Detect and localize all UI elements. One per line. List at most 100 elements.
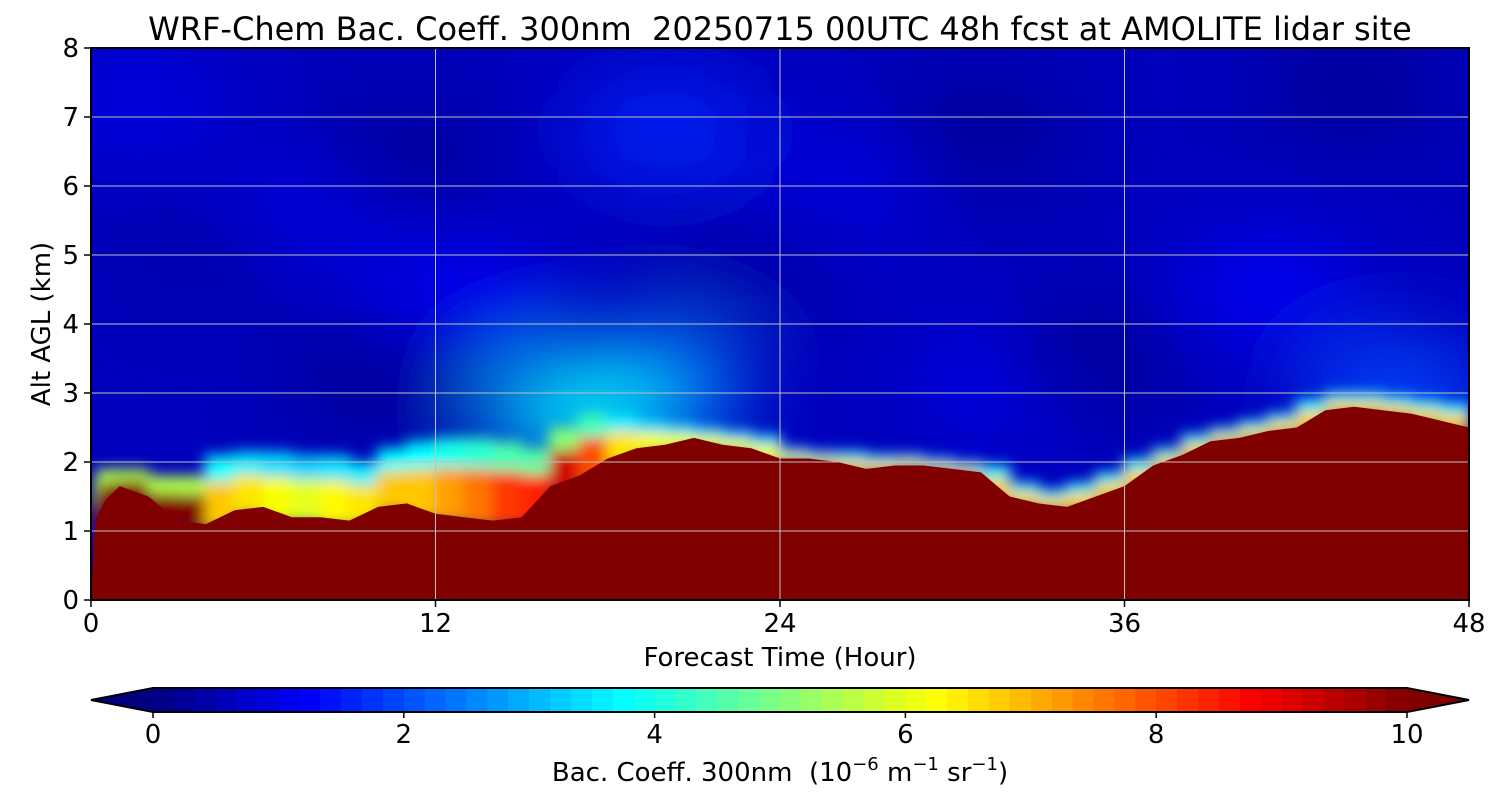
colorbar-segment-0 (153, 688, 175, 712)
colorbar-units-close: ) (998, 758, 1008, 788)
y-axis: 0 1 2 3 4 5 6 7 8 (62, 34, 91, 616)
aloft-blob-12 (1259, 48, 1450, 145)
colorbar-segment-50 (1198, 688, 1220, 712)
colorbar-segment-18 (529, 688, 551, 712)
colorbar-label: Bac. Coeff. 300nm (10−6 m−1 sr−1) (552, 754, 1008, 788)
colorbar-segment-39 (968, 688, 990, 712)
colorbar-segment-17 (508, 688, 530, 712)
plume-core-10 (290, 478, 322, 524)
y-tick-label-7: 7 (62, 103, 79, 133)
colorbar-extend-min (91, 688, 153, 712)
colorbar-segment-49 (1177, 688, 1199, 712)
x-tick-label-24: 24 (763, 609, 796, 639)
colorbar-segment-4 (236, 688, 259, 712)
y-tick-label-5: 5 (62, 241, 79, 271)
colorbar-segment-56 (1323, 688, 1345, 712)
plume-core-17 (491, 471, 523, 527)
colorbar-segment-6 (278, 688, 300, 712)
colorbar-tick-label-2: 2 (396, 720, 413, 750)
y-tick-label-2: 2 (62, 448, 79, 478)
colorbar-segment-46 (1114, 688, 1136, 712)
colorbar-tick-label-6: 6 (897, 720, 914, 750)
colorbar-segment-12 (403, 688, 426, 712)
x-axis-label: Forecast Time (Hour) (643, 643, 916, 673)
colorbar-segment-2 (194, 688, 217, 712)
colorbar-segment-27 (717, 688, 739, 712)
colorbar-segment-33 (842, 688, 865, 712)
colorbar-units-exp3: −1 (971, 754, 998, 775)
plume-core-1 (92, 504, 98, 544)
colorbar-units-m: m (879, 758, 913, 788)
colorbar-segment-35 (884, 688, 906, 712)
colorbar-segment-59 (1386, 688, 1408, 712)
aloft-blob-14 (1000, 303, 1191, 414)
colorbar-extend-max (1407, 688, 1469, 712)
colorbar-units-sr: sr (939, 758, 972, 788)
colorbar-segment-53 (1260, 688, 1283, 712)
colorbar-segment-47 (1135, 688, 1157, 712)
colorbar-tick-label-4: 4 (646, 720, 663, 750)
colorbar-segment-15 (466, 688, 488, 712)
colorbar: 0 2 4 6 8 10 (90, 687, 1470, 750)
colorbar-segment-44 (1072, 688, 1095, 712)
y-tick-label-1: 1 (62, 517, 79, 547)
colorbar-segment-58 (1365, 688, 1387, 712)
chart-title: WRF-Chem Bac. Coeff. 300nm 20250715 00UT… (148, 10, 1412, 48)
colorbar-segment-38 (947, 688, 969, 712)
y-tick-label-3: 3 (62, 379, 79, 409)
colorbar-segment-51 (1218, 688, 1241, 712)
plume-core-16 (463, 468, 494, 527)
colorbar-segment-19 (550, 688, 572, 712)
colorbar-tick-label-0: 0 (145, 720, 162, 750)
colorbar-tick-label-10: 10 (1390, 720, 1423, 750)
colorbar-segment-37 (926, 688, 948, 712)
colorbar-tick-label-8: 8 (1148, 720, 1165, 750)
colorbar-segment-7 (299, 688, 321, 712)
y-tick-label-6: 6 (62, 172, 79, 202)
colorbar-segment-22 (612, 688, 635, 712)
colorbar-segment-13 (424, 688, 447, 712)
y-tick-label-8: 8 (62, 34, 79, 64)
plume-core-2 (95, 487, 107, 524)
colorbar-segment-34 (863, 688, 886, 712)
colorbar-segment-11 (382, 688, 405, 712)
colorbar-label-text: Bac. Coeff. 300nm (552, 758, 793, 788)
colorbar-segment-40 (989, 688, 1011, 712)
x-tick-label-48: 48 (1452, 609, 1485, 639)
colorbar-units-exp2: −1 (912, 754, 939, 775)
colorbar-segment-14 (445, 688, 468, 712)
colorbar-units-gap (792, 758, 809, 788)
colorbar-segment-54 (1281, 688, 1304, 712)
x-tick-label-0: 0 (83, 609, 100, 639)
colorbar-segment-43 (1051, 688, 1074, 712)
aloft-blob-6 (91, 48, 230, 159)
colorbar-segment-9 (341, 688, 363, 712)
colorbar-segment-30 (780, 688, 802, 712)
aloft-blob-10 (311, 103, 502, 214)
colorbar-segment-55 (1302, 688, 1324, 712)
colorbar-segment-10 (362, 688, 384, 712)
colorbar-segment-21 (591, 688, 614, 712)
x-tick-label-12: 12 (419, 609, 452, 639)
grid-lines (91, 48, 1469, 600)
aloft-blob-5 (1173, 234, 1364, 345)
colorbar-segment-29 (759, 688, 781, 712)
colorbar-segment-24 (654, 688, 677, 712)
plume-core-15 (434, 467, 466, 524)
aloft-blob-0 (570, 75, 761, 186)
colorbar-segment-42 (1030, 688, 1053, 712)
colorbar-segment-8 (320, 688, 342, 712)
colorbar-segment-25 (675, 688, 697, 712)
colorbar-segment-28 (738, 688, 760, 712)
colorbar-segment-5 (257, 688, 279, 712)
colorbar-segment-31 (800, 688, 823, 712)
y-tick-label-0: 0 (62, 586, 79, 616)
colorbar-segment-16 (487, 688, 509, 712)
x-tick-label-36: 36 (1108, 609, 1141, 639)
colorbar-segment-36 (905, 688, 927, 712)
aloft-blob-13 (283, 324, 474, 435)
colorbar-segment-32 (821, 688, 844, 712)
y-tick-label-4: 4 (62, 310, 79, 340)
colorbar-segment-23 (633, 688, 656, 712)
